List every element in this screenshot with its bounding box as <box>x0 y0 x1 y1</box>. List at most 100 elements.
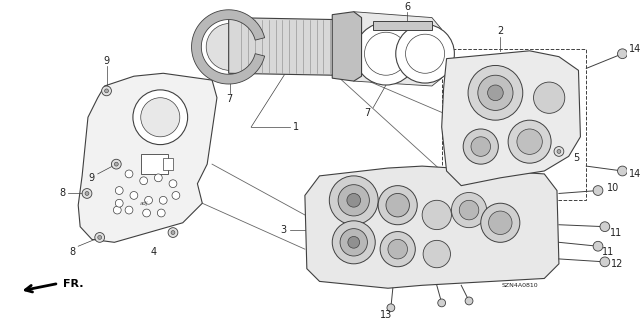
Text: 14: 14 <box>629 44 640 54</box>
Circle shape <box>468 65 523 120</box>
Circle shape <box>508 120 551 163</box>
Circle shape <box>206 24 253 70</box>
Circle shape <box>159 197 167 204</box>
Circle shape <box>365 32 408 75</box>
Polygon shape <box>442 51 580 186</box>
Circle shape <box>600 257 610 267</box>
Polygon shape <box>332 12 362 81</box>
Circle shape <box>338 185 369 216</box>
Text: 9: 9 <box>104 56 109 66</box>
Text: 1: 1 <box>293 122 299 132</box>
Circle shape <box>113 206 121 214</box>
Circle shape <box>168 228 178 237</box>
Circle shape <box>347 193 360 207</box>
Circle shape <box>85 191 89 196</box>
Text: 2: 2 <box>497 26 504 36</box>
Circle shape <box>380 232 415 267</box>
Circle shape <box>115 187 123 195</box>
Circle shape <box>340 229 367 256</box>
Text: 9: 9 <box>89 173 95 183</box>
Circle shape <box>172 191 180 199</box>
Circle shape <box>396 25 454 83</box>
Circle shape <box>104 89 109 93</box>
Circle shape <box>169 180 177 188</box>
Text: SZN4A0810: SZN4A0810 <box>502 283 538 288</box>
Text: 13: 13 <box>380 310 392 319</box>
Circle shape <box>95 233 104 242</box>
Text: adj: adj <box>140 201 148 206</box>
Polygon shape <box>191 10 265 84</box>
Circle shape <box>171 231 175 234</box>
Circle shape <box>593 241 603 251</box>
Circle shape <box>471 137 490 156</box>
Circle shape <box>517 129 542 154</box>
Bar <box>141 154 168 174</box>
Circle shape <box>154 174 162 182</box>
Circle shape <box>600 222 610 232</box>
Circle shape <box>140 177 148 185</box>
Circle shape <box>554 146 564 156</box>
Text: 3: 3 <box>280 225 287 234</box>
Bar <box>442 49 586 200</box>
Polygon shape <box>78 73 217 242</box>
Circle shape <box>102 86 111 96</box>
Circle shape <box>386 193 410 217</box>
Text: 8: 8 <box>60 189 66 198</box>
Circle shape <box>465 297 473 305</box>
Circle shape <box>387 304 395 312</box>
Circle shape <box>460 200 479 220</box>
Circle shape <box>198 16 261 78</box>
Circle shape <box>115 199 123 207</box>
Circle shape <box>438 299 445 307</box>
Circle shape <box>157 209 165 217</box>
Circle shape <box>618 49 627 59</box>
Circle shape <box>478 75 513 110</box>
Circle shape <box>423 240 451 268</box>
Text: 8: 8 <box>69 247 76 257</box>
Text: 4: 4 <box>150 247 157 257</box>
Text: FR.: FR. <box>63 279 83 289</box>
Circle shape <box>82 189 92 198</box>
Circle shape <box>463 129 499 164</box>
Circle shape <box>143 209 150 217</box>
Text: 7: 7 <box>364 108 371 118</box>
Circle shape <box>481 203 520 242</box>
Circle shape <box>422 200 451 230</box>
Circle shape <box>111 159 121 169</box>
Text: 6: 6 <box>404 2 410 12</box>
Circle shape <box>355 22 417 85</box>
Bar <box>163 158 173 170</box>
Text: 7: 7 <box>227 94 233 104</box>
Circle shape <box>488 211 512 234</box>
Text: 11: 11 <box>602 247 614 257</box>
Text: 11: 11 <box>609 227 621 238</box>
Bar <box>373 21 432 30</box>
Circle shape <box>557 150 561 153</box>
Circle shape <box>125 206 133 214</box>
Circle shape <box>133 90 188 145</box>
Circle shape <box>145 197 152 204</box>
Text: 12: 12 <box>611 259 624 269</box>
Polygon shape <box>354 12 442 86</box>
Circle shape <box>125 170 133 178</box>
Text: 5: 5 <box>573 153 580 163</box>
Circle shape <box>618 166 627 176</box>
Circle shape <box>388 239 408 259</box>
Circle shape <box>98 235 102 239</box>
Circle shape <box>130 191 138 199</box>
Circle shape <box>348 236 360 248</box>
Text: 10: 10 <box>607 182 619 193</box>
Circle shape <box>115 162 118 166</box>
Text: 14: 14 <box>629 169 640 179</box>
Circle shape <box>451 192 486 228</box>
Circle shape <box>593 186 603 196</box>
Circle shape <box>488 85 503 100</box>
Circle shape <box>378 186 417 225</box>
Circle shape <box>332 221 375 264</box>
Circle shape <box>330 176 378 225</box>
Circle shape <box>141 98 180 137</box>
Circle shape <box>406 34 445 73</box>
Circle shape <box>534 82 564 113</box>
Polygon shape <box>228 18 339 75</box>
Polygon shape <box>305 166 559 288</box>
